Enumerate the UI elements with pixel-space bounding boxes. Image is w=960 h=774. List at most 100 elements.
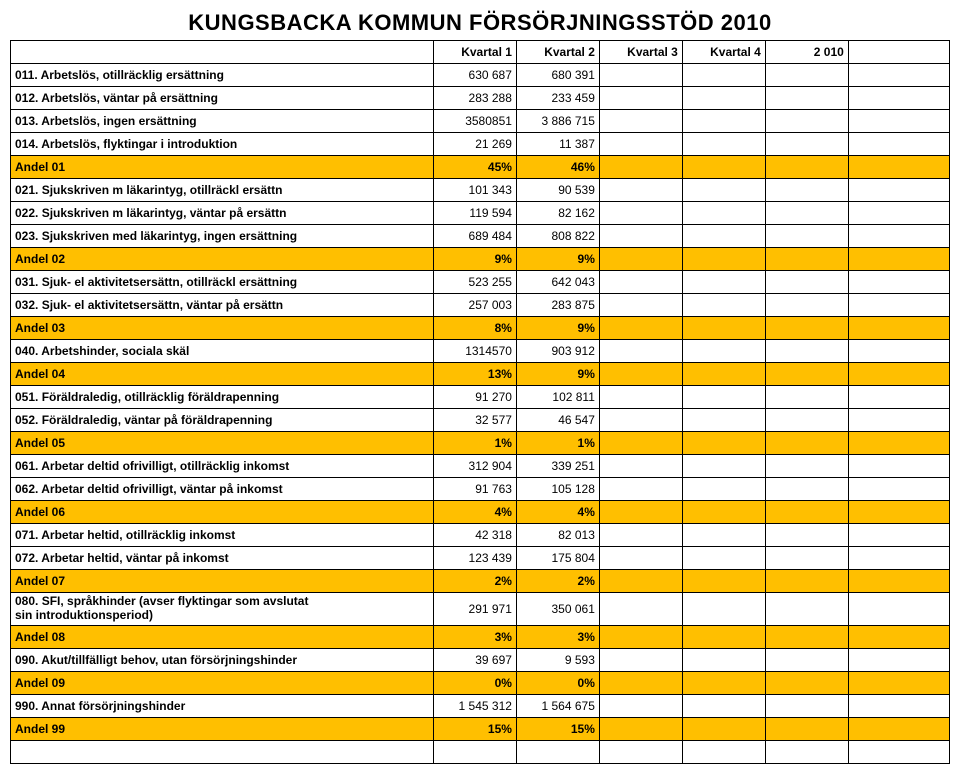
cell-q1: 3% bbox=[433, 625, 516, 648]
cell-q2: 4% bbox=[516, 501, 599, 524]
cell-q2: 15% bbox=[516, 717, 599, 740]
cell-year bbox=[765, 455, 848, 478]
cell-q3 bbox=[599, 294, 682, 317]
cell-q1: 0% bbox=[433, 671, 516, 694]
cell-year bbox=[765, 133, 848, 156]
cell-q4 bbox=[682, 294, 765, 317]
cell-q3 bbox=[599, 432, 682, 455]
table-row: 051. Föräldraledig, otillräcklig föräldr… bbox=[11, 386, 950, 409]
table-row: 014. Arbetslös, flyktingar i introduktio… bbox=[11, 133, 950, 156]
cell-q3 bbox=[599, 717, 682, 740]
cell-year bbox=[765, 363, 848, 386]
cell-q1: 1 545 312 bbox=[433, 694, 516, 717]
cell-rest bbox=[848, 87, 949, 110]
row-label: 014. Arbetslös, flyktingar i introduktio… bbox=[11, 133, 434, 156]
cell-q1: 312 904 bbox=[433, 455, 516, 478]
cell-q2: 3% bbox=[516, 625, 599, 648]
cell-q2: 339 251 bbox=[516, 455, 599, 478]
cell-q2: 82 013 bbox=[516, 524, 599, 547]
table-row: 040. Arbetshinder, sociala skäl131457090… bbox=[11, 340, 950, 363]
cell-rest bbox=[848, 363, 949, 386]
cell-q4 bbox=[682, 570, 765, 593]
table-row: 062. Arbetar deltid ofrivilligt, väntar … bbox=[11, 478, 950, 501]
table-row: 061. Arbetar deltid ofrivilligt, otillrä… bbox=[11, 455, 950, 478]
cell-q3 bbox=[599, 593, 682, 626]
cell-rest bbox=[848, 478, 949, 501]
cell-q4 bbox=[682, 455, 765, 478]
cell-q2: 2% bbox=[516, 570, 599, 593]
row-label: 013. Arbetslös, ingen ersättning bbox=[11, 110, 434, 133]
cell-q4 bbox=[682, 340, 765, 363]
cell-year bbox=[765, 625, 848, 648]
cell-q4 bbox=[682, 593, 765, 626]
row-label: 040. Arbetshinder, sociala skäl bbox=[11, 340, 434, 363]
cell-q2: 0% bbox=[516, 671, 599, 694]
table-header-row: Kvartal 1 Kvartal 2 Kvartal 3 Kvartal 4 … bbox=[11, 41, 950, 64]
cell-q4 bbox=[682, 671, 765, 694]
cell-q1: 91 763 bbox=[433, 478, 516, 501]
cell-q1: 9% bbox=[433, 248, 516, 271]
cell-q2: 1 564 675 bbox=[516, 694, 599, 717]
cell-q4 bbox=[682, 156, 765, 179]
cell-q2: 105 128 bbox=[516, 478, 599, 501]
cell-year bbox=[765, 340, 848, 363]
cell-q1: 1314570 bbox=[433, 340, 516, 363]
cell-q4 bbox=[682, 694, 765, 717]
cell-q1: 15% bbox=[433, 717, 516, 740]
cell-year bbox=[765, 432, 848, 455]
cell-q3 bbox=[599, 386, 682, 409]
andel-row: Andel 9915%15% bbox=[11, 717, 950, 740]
cell-year bbox=[765, 501, 848, 524]
cell-q1: 91 270 bbox=[433, 386, 516, 409]
table-row: 021. Sjukskriven m läkarintyg, otillräck… bbox=[11, 179, 950, 202]
cell-q4 bbox=[682, 87, 765, 110]
table-row: 012. Arbetslös, väntar på ersättning283 … bbox=[11, 87, 950, 110]
table-row: 022. Sjukskriven m läkarintyg, väntar på… bbox=[11, 202, 950, 225]
cell-q1: 123 439 bbox=[433, 547, 516, 570]
cell-rest bbox=[848, 570, 949, 593]
cell-q4 bbox=[682, 547, 765, 570]
cell-q2: 1% bbox=[516, 432, 599, 455]
cell-rest bbox=[848, 547, 949, 570]
cell-rest bbox=[848, 294, 949, 317]
blank-cell bbox=[848, 740, 949, 763]
cell-year bbox=[765, 202, 848, 225]
cell-q1: 119 594 bbox=[433, 202, 516, 225]
cell-q1: 32 577 bbox=[433, 409, 516, 432]
cell-q1: 21 269 bbox=[433, 133, 516, 156]
data-table: Kvartal 1 Kvartal 2 Kvartal 3 Kvartal 4 … bbox=[10, 40, 950, 764]
cell-q2: 46% bbox=[516, 156, 599, 179]
row-label: 090. Akut/tillfälligt behov, utan försör… bbox=[11, 648, 434, 671]
cell-q4 bbox=[682, 202, 765, 225]
cell-q4 bbox=[682, 225, 765, 248]
row-label: Andel 01 bbox=[11, 156, 434, 179]
cell-q3 bbox=[599, 317, 682, 340]
cell-year bbox=[765, 593, 848, 626]
cell-year bbox=[765, 317, 848, 340]
table-row: 023. Sjukskriven med läkarintyg, ingen e… bbox=[11, 225, 950, 248]
cell-year bbox=[765, 570, 848, 593]
cell-year bbox=[765, 110, 848, 133]
blank-row bbox=[11, 740, 950, 763]
cell-year bbox=[765, 225, 848, 248]
cell-q1: 3580851 bbox=[433, 110, 516, 133]
cell-q4 bbox=[682, 625, 765, 648]
cell-rest bbox=[848, 110, 949, 133]
cell-q4 bbox=[682, 524, 765, 547]
table-row: 013. Arbetslös, ingen ersättning35808513… bbox=[11, 110, 950, 133]
cell-rest bbox=[848, 501, 949, 524]
table-row: 011. Arbetslös, otillräcklig ersättning6… bbox=[11, 64, 950, 87]
cell-year bbox=[765, 671, 848, 694]
andel-row: Andel 029%9% bbox=[11, 248, 950, 271]
cell-year bbox=[765, 64, 848, 87]
cell-q1: 1% bbox=[433, 432, 516, 455]
cell-rest bbox=[848, 225, 949, 248]
cell-q4 bbox=[682, 432, 765, 455]
row-label: 022. Sjukskriven m läkarintyg, väntar på… bbox=[11, 202, 434, 225]
header-blank bbox=[11, 41, 434, 64]
cell-rest bbox=[848, 593, 949, 626]
cell-q1: 523 255 bbox=[433, 271, 516, 294]
row-label: 011. Arbetslös, otillräcklig ersättning bbox=[11, 64, 434, 87]
blank-cell bbox=[765, 740, 848, 763]
table-row: 052. Föräldraledig, väntar på föräldrape… bbox=[11, 409, 950, 432]
